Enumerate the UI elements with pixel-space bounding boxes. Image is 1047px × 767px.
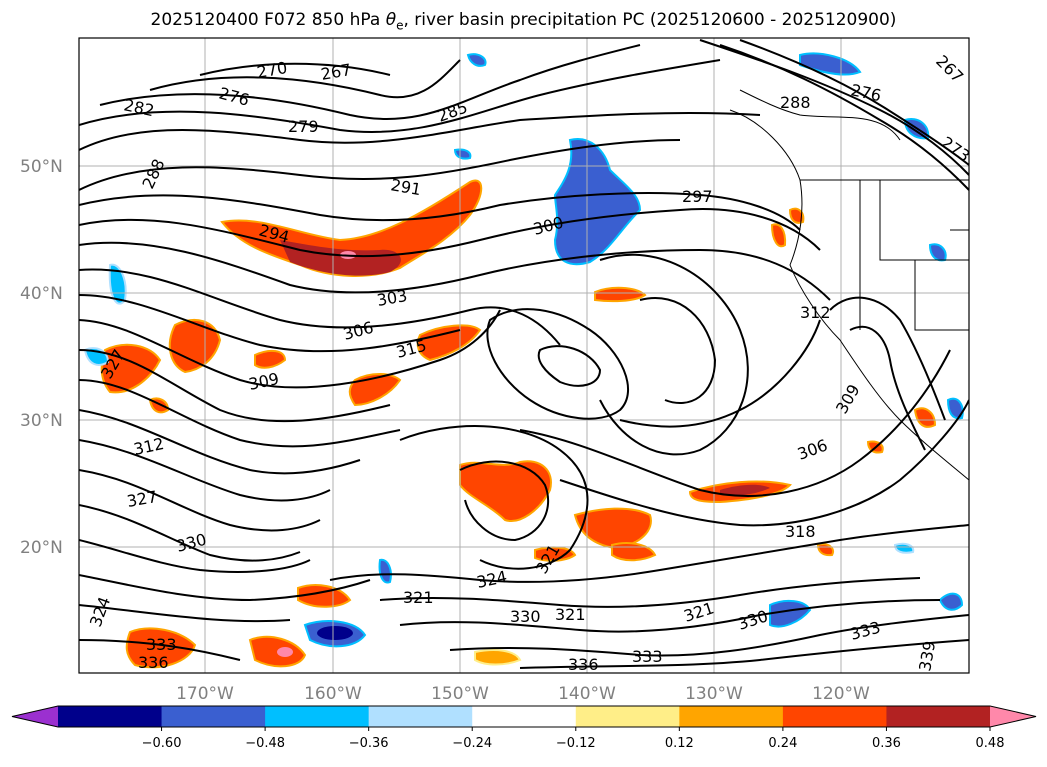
positive-anomaly (459, 460, 552, 522)
contour-label: 321 (555, 605, 586, 624)
contour-label: 279 (288, 117, 319, 136)
colorbar-tick-label: 0.48 (976, 736, 1005, 751)
positive-anomaly (573, 507, 652, 550)
negative-anomaly (769, 599, 812, 628)
lat-label-30n: 30°N (20, 411, 63, 431)
map-title: 2025120400 F072 850 hPa θe, river basin … (0, 10, 1047, 32)
positive-anomaly (348, 373, 402, 407)
colorbar-outline (11, 705, 1037, 728)
contour-label: 288 (780, 93, 811, 112)
positive-anomaly (416, 324, 482, 362)
lon-label-140w: 140°W (558, 684, 616, 704)
negative-anomaly (378, 558, 392, 584)
negative-anomaly (893, 542, 915, 554)
positive-anomaly-core (280, 240, 401, 276)
contour-label: 318 (785, 522, 816, 541)
colorbar-box (782, 706, 887, 727)
contour-label: 336 (138, 653, 169, 672)
colorbar-extend-low (12, 706, 58, 727)
colorbar-box (265, 706, 370, 727)
title-prefix: 2025120400 F072 850 hPa (150, 10, 386, 30)
negative-anomaly (453, 148, 472, 160)
lon-label-120w: 120°W (812, 684, 870, 704)
gridlines (79, 38, 969, 673)
longitude-labels: 170°W 160°W 150°W 140°W 130°W 120°W (176, 684, 870, 704)
positive-anomaly (534, 546, 577, 562)
theta-e-contours (79, 39, 969, 669)
colorbar-box (58, 706, 163, 727)
negative-anomaly (466, 53, 487, 67)
contour-label: 330 (510, 607, 541, 626)
title-theta: θ (385, 10, 397, 30)
contour-label: 336 (568, 655, 599, 674)
colorbar-tick-label: 0.12 (665, 736, 694, 751)
map-frame-bg (79, 38, 969, 673)
contour-label: 321 (403, 588, 434, 607)
colorbar-tick-label: −0.48 (245, 736, 285, 751)
map-frame (78, 37, 970, 674)
colorbar-extend-high (990, 706, 1036, 727)
colorbar-tick-label: −0.24 (452, 736, 492, 751)
map-content: 270 267 276 282 279 285 288 291 297 294 … (79, 38, 969, 674)
colorbar-tick-label: −0.36 (349, 736, 389, 751)
title-subscript: e (396, 18, 404, 33)
negative-anomaly-core (317, 626, 353, 640)
colorbar-box (679, 706, 784, 727)
colorbar-tick-label: 0.24 (768, 736, 797, 751)
colorbar-box (575, 706, 680, 727)
colorbar-tick-label: 0.36 (872, 736, 901, 751)
positive-anomaly-peak (277, 647, 293, 657)
lon-label-170w: 170°W (176, 684, 234, 704)
contour-label: 333 (146, 635, 177, 654)
coastlines (729, 89, 969, 481)
colorbar-box (472, 706, 577, 727)
positive-anomaly-core (720, 484, 770, 496)
positive-anomaly (254, 349, 287, 369)
latitude-labels: 50°N 40°N 30°N 20°N (20, 157, 63, 558)
negative-anomaly (553, 138, 642, 266)
colorbar-box (161, 706, 266, 727)
positive-anomaly (297, 584, 352, 608)
lat-label-50n: 50°N (20, 157, 63, 177)
lon-label-160w: 160°W (304, 684, 362, 704)
positive-anomaly (125, 627, 197, 669)
positive-anomaly (168, 319, 222, 374)
colorbar: −0.60 −0.48 −0.36 −0.24 −0.12 0.12 0.24 0.36 0.4… (11, 705, 1037, 751)
lon-label-130w: 130°W (685, 684, 743, 704)
contour-label: 297 (682, 187, 713, 206)
precip-shading (83, 52, 964, 669)
positive-anomaly (474, 649, 522, 666)
contour-label: 312 (800, 303, 831, 322)
positive-anomaly (594, 286, 647, 303)
lat-label-40n: 40°N (20, 284, 63, 304)
title-suffix: , river basin precipitation PC (20251206… (403, 10, 897, 30)
colorbar-tick-label: −0.12 (556, 736, 596, 751)
lon-label-150w: 150°W (431, 684, 489, 704)
colorbar-box (368, 706, 473, 727)
positive-anomaly (788, 207, 805, 224)
positive-anomaly (770, 223, 787, 248)
colorbar-tick-label: −0.60 (142, 736, 182, 751)
colorbar-box (886, 706, 991, 727)
contour-label: 333 (632, 647, 663, 666)
lat-label-20n: 20°N (20, 538, 63, 558)
negative-anomaly (946, 397, 964, 420)
negative-anomaly (938, 592, 964, 611)
